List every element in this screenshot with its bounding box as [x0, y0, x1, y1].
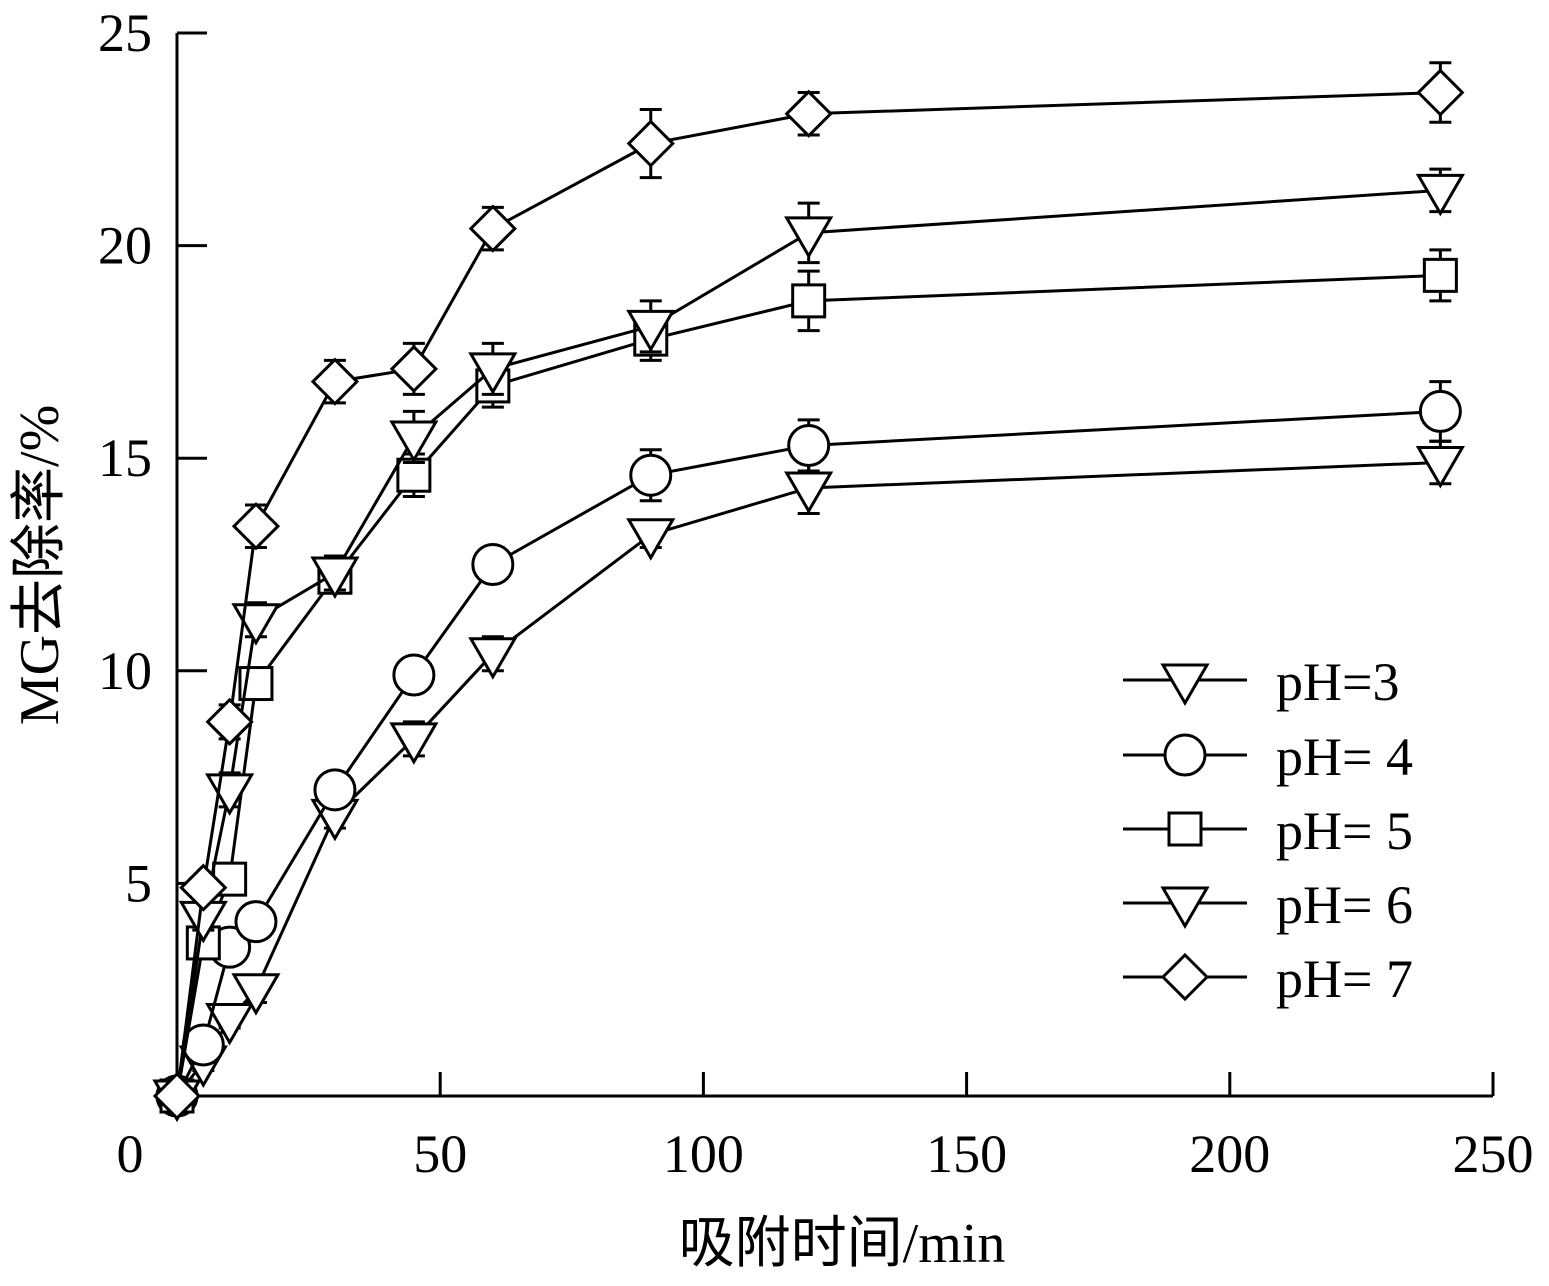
- data-point-marker: [231, 973, 281, 1016]
- y-tick-label: 5: [125, 853, 152, 913]
- legend-item: pH= 7: [1123, 949, 1413, 1009]
- x-tick-label: 0: [117, 1124, 144, 1184]
- data-point-marker: [234, 900, 278, 944]
- y-tick-label: 15: [98, 428, 152, 488]
- data-point-marker: [784, 216, 834, 259]
- legend-label: pH=3: [1276, 652, 1399, 712]
- series-line: [175, 273, 1441, 1097]
- legend-label: pH= 4: [1276, 727, 1413, 787]
- legend-marker: [1160, 952, 1210, 1002]
- series-line: [175, 188, 1441, 1097]
- y-ticks: 5 10 15 20 25: [98, 3, 207, 913]
- x-ticks: 0 50 100 150 200 250: [117, 1072, 1534, 1184]
- legend-marker: [1163, 733, 1207, 777]
- plot-series: [152, 61, 1465, 1122]
- legend-label: pH= 7: [1276, 949, 1413, 1009]
- x-tick-label: 200: [1189, 1124, 1270, 1184]
- data-point-marker: [1422, 257, 1458, 293]
- data-point-marker: [787, 423, 831, 467]
- axes: 0 50 100 150 200 250 5 10 15 20 25: [98, 3, 1534, 1184]
- data-point-marker: [389, 344, 439, 394]
- series-line: [175, 460, 1441, 1097]
- legend-marker: [1160, 886, 1210, 929]
- data-point-marker: [396, 457, 432, 493]
- legend-label: pH= 6: [1276, 875, 1413, 935]
- legend-label: pH= 5: [1276, 801, 1413, 861]
- y-axis-title: MG去除率/%: [9, 405, 71, 725]
- data-point-marker: [1415, 445, 1465, 489]
- legend-item: pH=3: [1123, 652, 1399, 712]
- series-line: [175, 91, 1441, 1097]
- legend-item: pH= 4: [1123, 727, 1413, 787]
- data-point-marker: [629, 453, 673, 497]
- series-5: [152, 61, 1465, 1121]
- x-tick-label: 250: [1453, 1124, 1534, 1184]
- data-point-marker: [468, 352, 518, 395]
- y-tick-label: 10: [98, 641, 152, 701]
- x-axis-title: 吸附时间/min: [679, 1213, 1006, 1275]
- x-tick-label: 150: [926, 1124, 1007, 1184]
- data-point-marker: [1416, 68, 1465, 117]
- x-tick-label: 100: [663, 1124, 744, 1184]
- data-point-marker: [471, 543, 515, 586]
- data-point-marker: [231, 502, 281, 551]
- data-point-marker: [791, 283, 827, 319]
- data-point-marker: [1415, 173, 1465, 217]
- series-line: [175, 409, 1441, 1097]
- data-point-marker: [626, 518, 676, 561]
- data-point-marker: [392, 653, 436, 697]
- data-point-marker: [205, 697, 254, 746]
- data-point-marker: [152, 1071, 202, 1121]
- data-point-marker: [389, 722, 439, 765]
- data-point-marker: [468, 204, 517, 253]
- data-point-marker: [205, 1002, 255, 1046]
- data-point-marker: [313, 768, 357, 812]
- x-tick-label: 50: [413, 1124, 467, 1184]
- y-tick-label: 25: [98, 3, 152, 63]
- data-point-marker: [205, 773, 255, 816]
- data-point-marker: [389, 420, 439, 463]
- legend-item: pH= 6: [1123, 875, 1413, 935]
- legend: pH=3 pH= 4 pH= 5 pH= 6 pH= 7: [1123, 652, 1413, 1009]
- data-point-marker: [310, 357, 360, 406]
- legend-item: pH= 5: [1123, 801, 1413, 861]
- legend-marker: [1167, 811, 1203, 847]
- data-point-marker: [310, 556, 360, 599]
- data-point-marker: [784, 89, 833, 138]
- data-point-marker: [626, 119, 675, 168]
- data-point-marker: [1418, 389, 1462, 433]
- legend-marker: [1160, 663, 1210, 706]
- data-point-marker: [784, 471, 834, 514]
- data-point-marker: [626, 309, 676, 353]
- data-point-marker: [468, 637, 518, 680]
- data-point-marker: [179, 863, 228, 912]
- y-tick-label: 20: [98, 216, 152, 276]
